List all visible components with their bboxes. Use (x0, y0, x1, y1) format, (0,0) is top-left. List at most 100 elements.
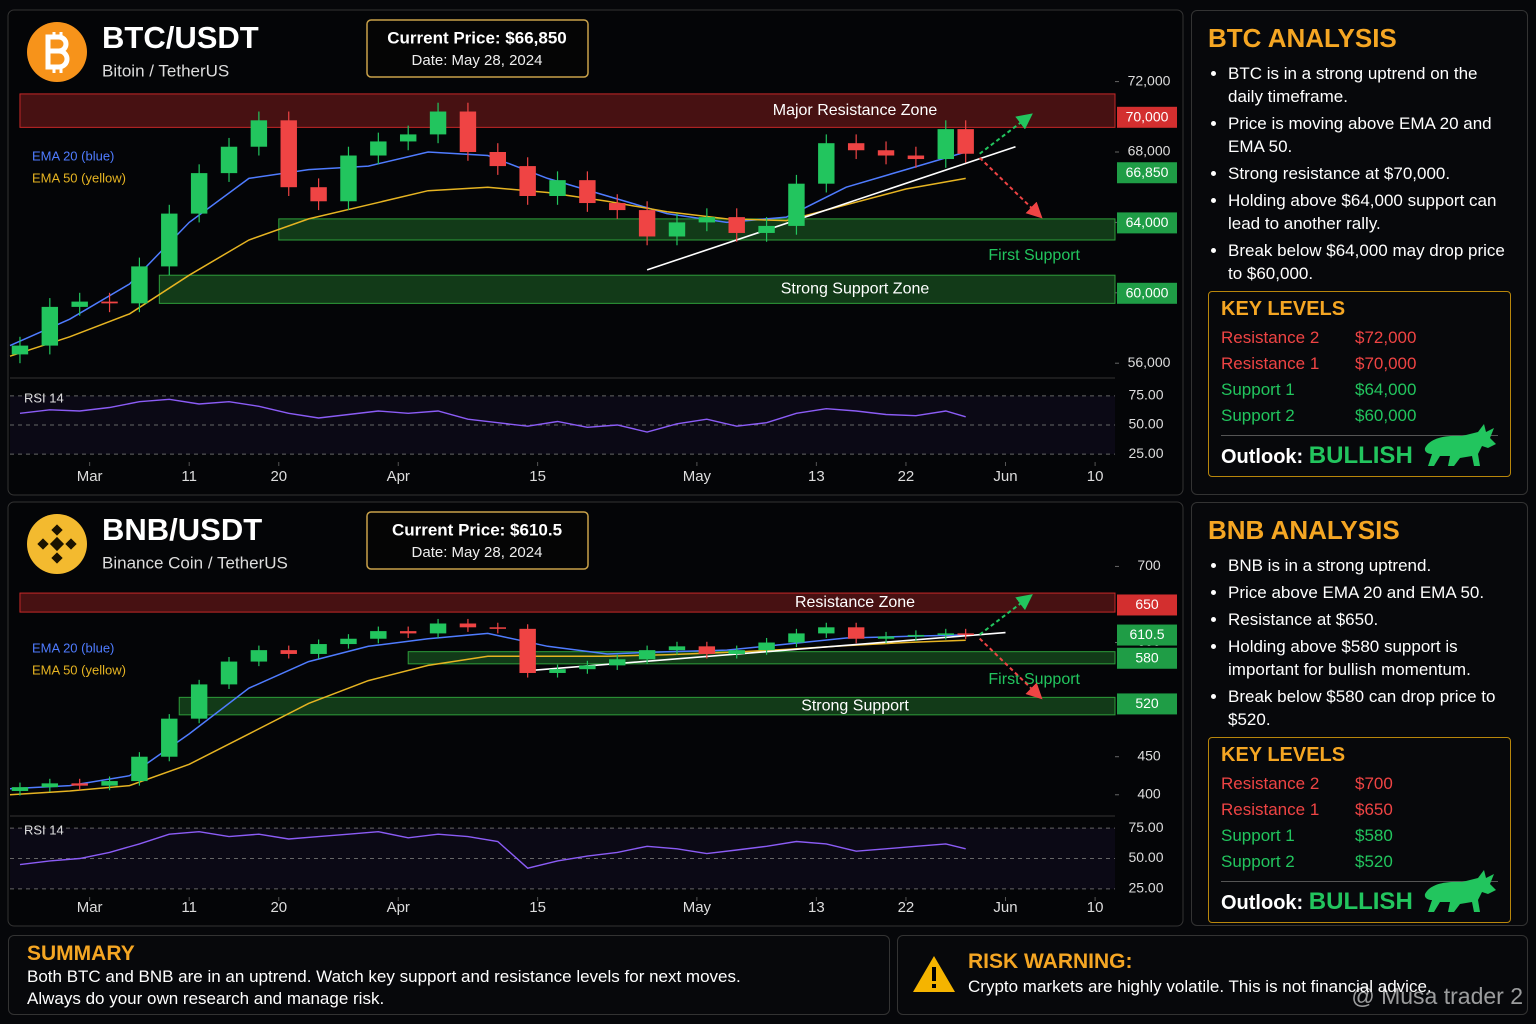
candle-body (877, 636, 895, 639)
x-tick-label: 10 (1087, 899, 1104, 916)
candle-body (957, 633, 974, 635)
candle-body (190, 684, 208, 719)
price-tag-label: 520 (1135, 695, 1159, 711)
level-row: Support 1 $64,000 (1221, 377, 1498, 403)
candle-body (609, 659, 626, 666)
price-tag-label: 66,850 (1126, 164, 1169, 180)
candle-body (280, 650, 297, 654)
candle-body (250, 120, 268, 147)
bullet: Break below $580 can drop price to $520. (1228, 685, 1511, 731)
candle-body (429, 623, 447, 634)
outlook-value: BULLISH (1308, 442, 1413, 469)
zone-label: Major Resistance Zone (773, 102, 938, 119)
risk-warning: RISK WARNING: Crypto markets are highly … (897, 935, 1528, 1015)
candle-body (489, 152, 507, 167)
candle-body (698, 646, 716, 654)
risk-text: Crypto markets are highly volatile. This… (968, 977, 1432, 996)
bullet: Price is moving above EMA 20 and EMA 50. (1228, 112, 1511, 158)
y-tick-label: 56,000 (1128, 354, 1171, 370)
key-levels-title: KEY LEVELS (1221, 298, 1346, 320)
candle-body (698, 217, 716, 223)
level-value: $70,000 (1355, 354, 1417, 373)
zone-label: Strong Support Zone (781, 280, 930, 297)
pair-subtitle: Binance Coin / TetherUS (102, 553, 288, 572)
candle-body (818, 143, 835, 184)
candle-body (937, 633, 954, 635)
btc-analysis: BTC ANALYSIS BTC is in a strong uptrend … (1191, 10, 1528, 495)
candle-body (131, 756, 148, 782)
x-tick-label: 20 (270, 899, 287, 916)
candle-body (818, 627, 835, 634)
candle-body (638, 650, 656, 660)
candle-body (847, 143, 865, 151)
level-row: Resistance 2 $700 (1221, 771, 1498, 797)
candle-body (638, 210, 656, 237)
level-value: $580 (1355, 826, 1393, 845)
candle-body (907, 155, 925, 160)
btc-icon (27, 22, 87, 82)
candle-body (788, 183, 805, 226)
y-tick-label: 450 (1137, 747, 1161, 763)
candle-body (609, 203, 626, 211)
level-label: Resistance 1 (1221, 354, 1320, 373)
ema-legend: EMA 50 (yellow) (32, 170, 126, 185)
candle-body (161, 213, 178, 267)
y-tick-label: 68,000 (1128, 143, 1171, 159)
x-tick-label: Jun (993, 899, 1017, 916)
level-label: Resistance 1 (1221, 800, 1320, 819)
zone (407, 651, 1116, 665)
candle-body (459, 623, 477, 628)
candle-body (758, 225, 775, 233)
level-row: Resistance 2 $72,000 (1221, 325, 1498, 351)
candle-body (788, 633, 805, 643)
price-date: Date: May 28, 2024 (412, 544, 543, 561)
level-value: $64,000 (1355, 380, 1417, 399)
x-tick-label: 22 (898, 468, 915, 485)
level-row: Support 2 $520 (1221, 849, 1498, 875)
price-tag (1117, 106, 1177, 128)
rsi-tick-label: 25.00 (1128, 880, 1163, 896)
zone-label: First Support (988, 671, 1080, 688)
bullet: Strong resistance at $70,000. (1228, 162, 1511, 185)
candle-body (71, 783, 88, 786)
candle-body (549, 180, 566, 196)
candle-body (220, 661, 238, 685)
pair-subtitle: Bitoin / TetherUS (102, 61, 229, 80)
level-value: $72,000 (1355, 328, 1417, 347)
outlook-label: Outlook: (1221, 892, 1304, 914)
candle-body (489, 627, 507, 629)
level-label: Support 2 (1221, 406, 1295, 425)
panel (7, 9, 1184, 496)
price-tag (1117, 624, 1177, 646)
ema-legend: EMA 50 (yellow) (32, 662, 126, 677)
x-tick-label: May (683, 899, 712, 916)
candle-body (847, 627, 865, 639)
price-tag (1117, 647, 1177, 669)
rsi-tick-label: 50.00 (1128, 416, 1163, 432)
candle-body (758, 642, 775, 651)
level-value: $650 (1355, 800, 1393, 819)
candle-body (668, 222, 686, 237)
key-levels-title: KEY LEVELS (1221, 744, 1346, 766)
outlook: Outlook: BULLISH (1221, 881, 1498, 916)
x-tick-label: Jun (993, 468, 1017, 485)
zone (19, 592, 1116, 613)
candle-body (310, 187, 327, 202)
price-tag-label: 70,000 (1126, 109, 1169, 125)
analysis-title: BTC ANALYSIS (1208, 23, 1397, 53)
level-value: $700 (1355, 774, 1393, 793)
candle-body (220, 146, 238, 174)
candle-body (280, 120, 297, 188)
key-levels: KEY LEVELS Resistance 2 $700 Resistance 1… (1208, 737, 1511, 923)
level-label: Support 1 (1221, 380, 1295, 399)
candle-body (41, 783, 59, 788)
candle-body (101, 781, 118, 786)
candle-body (71, 301, 88, 307)
zone (19, 93, 1116, 128)
candle-body (370, 141, 387, 156)
warning-icon (913, 956, 955, 992)
candle-body (549, 669, 566, 673)
outlook-value: BULLISH (1308, 888, 1413, 915)
trendline (646, 145, 1016, 271)
